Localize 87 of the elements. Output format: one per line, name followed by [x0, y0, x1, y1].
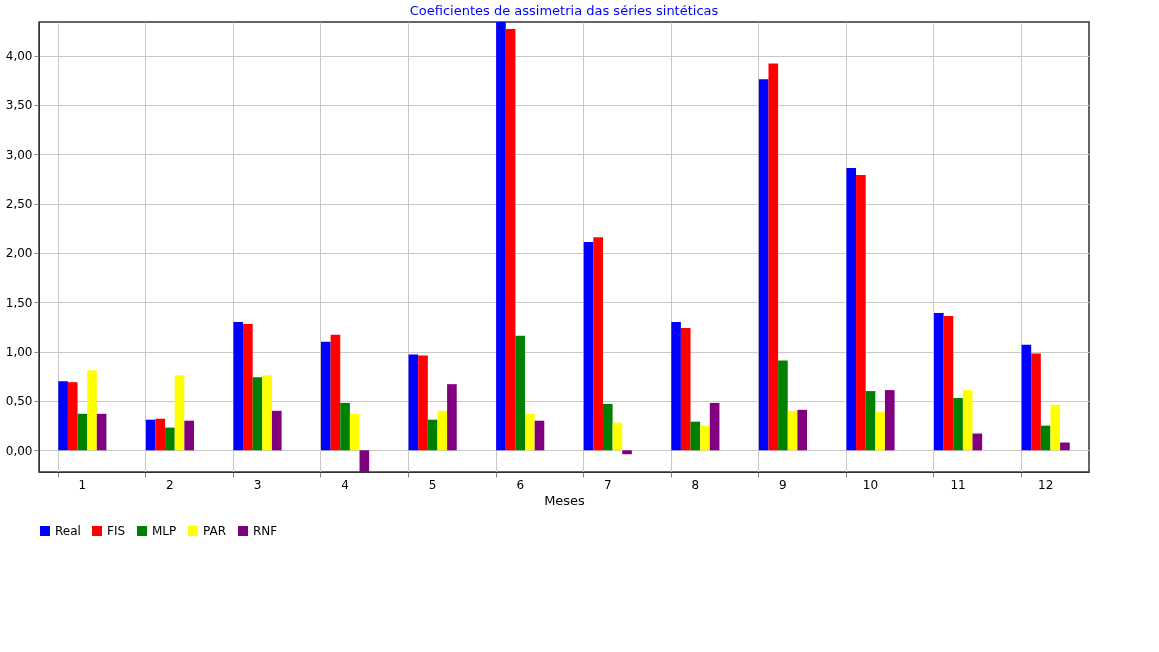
bar [583, 242, 594, 451]
bar [934, 313, 944, 451]
y-tick-label: 0,50 [5, 394, 33, 409]
x-tick-label: 9 [779, 477, 787, 492]
bar [953, 397, 963, 451]
y-tick-label: 1,50 [5, 295, 33, 310]
bar [437, 410, 448, 451]
y-tick-label: 4,00 [5, 49, 33, 64]
x-tick-label: 10 [862, 477, 879, 492]
bar [846, 168, 857, 451]
x-tick-label: 4 [341, 477, 349, 492]
bar [797, 409, 808, 451]
x-tick-label: 5 [428, 477, 437, 492]
bar [875, 411, 885, 451]
bar [262, 375, 272, 451]
bar [427, 419, 438, 451]
bar [1031, 353, 1041, 451]
bar [408, 354, 419, 451]
legend-label: Real [55, 524, 81, 538]
bar [602, 403, 613, 451]
bar [856, 174, 866, 451]
bar [1021, 344, 1032, 451]
bar [758, 79, 769, 451]
bar [87, 370, 97, 451]
bar [271, 410, 282, 451]
bar [67, 382, 78, 451]
bar [340, 402, 350, 451]
bar [233, 322, 244, 451]
bar [680, 327, 691, 451]
x-tick-label: 8 [691, 477, 700, 492]
bar [496, 22, 506, 451]
bar [77, 413, 88, 451]
bar [962, 390, 973, 451]
bar [593, 237, 603, 451]
legend-label: RNF [253, 524, 278, 538]
bar [165, 427, 175, 451]
bar [155, 418, 166, 451]
x-tick-label: 12 [1038, 477, 1054, 492]
y-tick-label: 2,50 [5, 197, 33, 212]
bar [709, 402, 720, 451]
legend-label: FIS [107, 524, 126, 538]
bar [349, 413, 360, 451]
x-tick-label: 3 [253, 477, 262, 492]
legend-label: PAR [203, 524, 227, 538]
bar [252, 377, 263, 451]
bar [525, 413, 535, 451]
bar [671, 322, 681, 451]
y-tick-label: 3,50 [5, 98, 33, 113]
bar [418, 355, 428, 451]
x-axis-title: Meses [544, 492, 586, 508]
x-tick-label: 6 [516, 477, 525, 492]
bar [58, 381, 68, 451]
bar [700, 425, 710, 451]
x-tick-label: 7 [603, 477, 612, 492]
bar [515, 335, 526, 451]
bar [787, 410, 798, 451]
y-tick-label: 3,00 [5, 147, 33, 162]
bar [447, 384, 457, 451]
bar [1040, 425, 1051, 451]
bar [243, 323, 253, 451]
bar [778, 360, 788, 451]
bar [884, 390, 895, 451]
bar [943, 316, 954, 451]
bar [320, 341, 331, 451]
x-tick-label: 11 [950, 477, 966, 492]
legend-label: MLP [152, 524, 177, 538]
bar [145, 419, 156, 451]
bar [1050, 404, 1061, 451]
chart-title: Coeficientes de assimetria das séries sintéticas [409, 3, 719, 18]
x-tick-label: 2 [166, 477, 174, 492]
bar [768, 63, 779, 451]
y-tick-label: 0,00 [5, 443, 33, 458]
bar [174, 375, 185, 451]
bar [1060, 442, 1070, 451]
bar [612, 422, 623, 451]
bar [330, 334, 341, 451]
bar [184, 420, 194, 451]
y-tick-label: 1,00 [5, 345, 33, 360]
bar [865, 391, 876, 451]
bar [359, 450, 370, 472]
bar [622, 450, 632, 455]
bar [690, 421, 701, 451]
bar [534, 420, 545, 451]
bar [505, 28, 516, 451]
y-tick-label: 2,00 [5, 246, 33, 261]
bar [96, 413, 107, 451]
x-tick-label: 1 [78, 477, 87, 492]
